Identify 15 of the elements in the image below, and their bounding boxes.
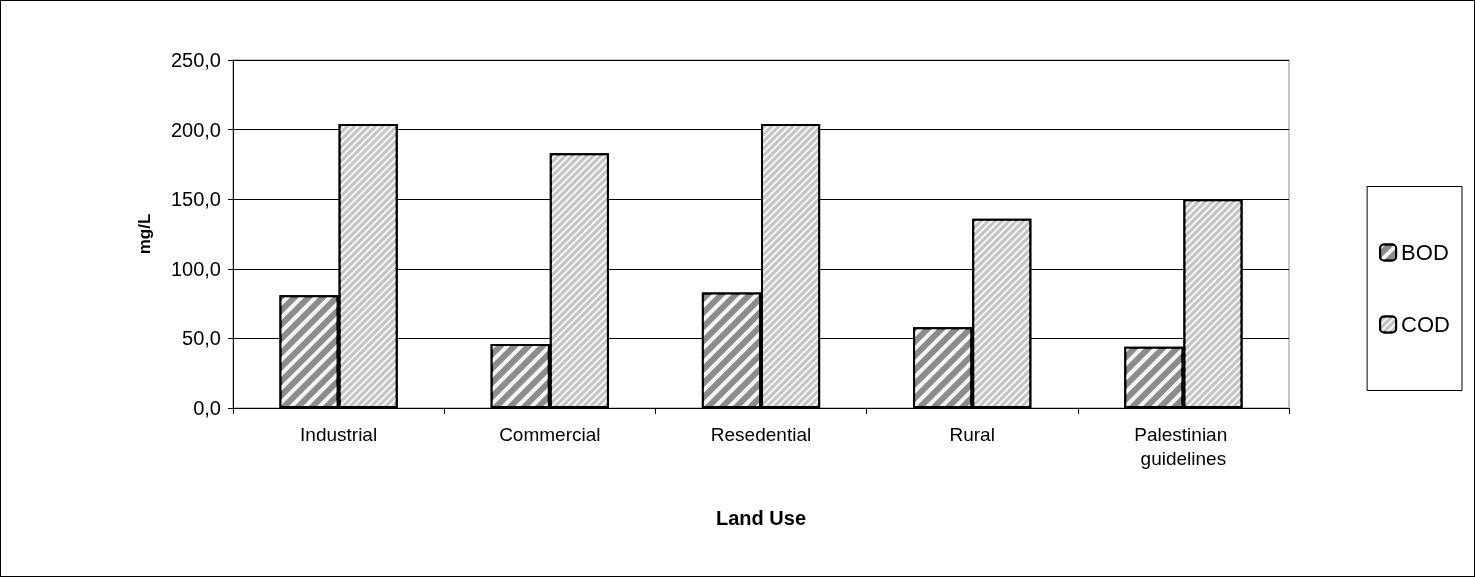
- legend-label: COD: [1401, 312, 1450, 337]
- legend-label: BOD: [1401, 240, 1449, 265]
- x-tick-label: Resedential: [710, 423, 812, 445]
- y-tick-label: 200,0: [170, 118, 221, 141]
- x-tick-label: Industrial: [300, 423, 378, 445]
- y-tick-label: 150,0: [170, 188, 221, 211]
- x-tick-label: Commercial: [499, 423, 601, 445]
- y-axis-title: mg/L: [135, 213, 154, 255]
- y-tick-label: 100,0: [170, 257, 221, 280]
- y-tick-label: 250,0: [170, 49, 221, 71]
- y-tick-label: 50,0: [182, 327, 221, 350]
- x-tick-label: Palestinian guidelines: [1134, 423, 1233, 469]
- x-tick-label: Rural: [949, 423, 995, 445]
- y-tick-label: 0,0: [193, 397, 221, 419]
- x-axis-title: Land Use: [715, 507, 807, 529]
